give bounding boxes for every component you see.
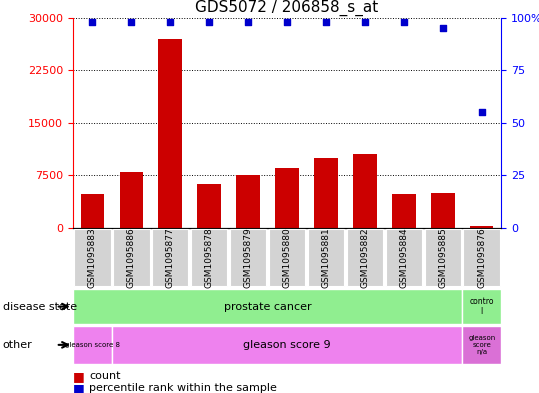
Text: GSM1095883: GSM1095883 [88, 227, 96, 288]
Point [439, 25, 447, 31]
Bar [152, 229, 189, 286]
Bar [197, 184, 221, 228]
Bar [308, 229, 344, 286]
Text: prostate cancer: prostate cancer [224, 301, 312, 312]
Text: GSM1095881: GSM1095881 [321, 227, 330, 288]
Text: GSM1095877: GSM1095877 [165, 227, 175, 288]
Point [88, 19, 96, 25]
Bar [314, 158, 337, 228]
Point [322, 19, 330, 25]
Text: GSM1095879: GSM1095879 [244, 227, 253, 288]
Title: GDS5072 / 206858_s_at: GDS5072 / 206858_s_at [196, 0, 378, 17]
Text: GSM1095876: GSM1095876 [478, 227, 486, 288]
Text: gleason score 8: gleason score 8 [65, 342, 120, 348]
Point [283, 19, 292, 25]
Bar [269, 229, 305, 286]
Bar [113, 229, 149, 286]
Text: other: other [3, 340, 32, 350]
Text: GSM1095882: GSM1095882 [361, 227, 369, 288]
Bar [353, 154, 377, 228]
Text: GSM1095885: GSM1095885 [438, 227, 447, 288]
Bar [158, 39, 182, 228]
Text: percentile rank within the sample: percentile rank within the sample [89, 383, 277, 393]
Text: GSM1095886: GSM1095886 [127, 227, 136, 288]
Text: GSM1095884: GSM1095884 [399, 227, 409, 288]
Text: count: count [89, 371, 120, 382]
Bar [191, 229, 227, 286]
Bar [74, 229, 110, 286]
Text: gleason
score
n/a: gleason score n/a [468, 335, 495, 355]
Text: contro
l: contro l [469, 297, 494, 316]
Point [478, 109, 486, 116]
Bar [462, 289, 501, 324]
Bar [385, 229, 422, 286]
Point [205, 19, 213, 25]
Text: ■: ■ [73, 370, 85, 383]
Bar [470, 226, 494, 228]
Point [361, 19, 369, 25]
Text: GSM1095878: GSM1095878 [205, 227, 213, 288]
Bar [73, 326, 112, 364]
Text: GSM1095880: GSM1095880 [282, 227, 292, 288]
Bar [237, 175, 260, 228]
Point [244, 19, 252, 25]
Point [399, 19, 408, 25]
Bar [230, 229, 266, 286]
Text: ■: ■ [73, 382, 85, 393]
Text: disease state: disease state [3, 301, 77, 312]
Point [127, 19, 135, 25]
Bar [464, 229, 500, 286]
Bar [431, 193, 454, 228]
Bar [120, 172, 143, 228]
Bar [275, 168, 299, 228]
Bar [425, 229, 461, 286]
Text: gleason score 9: gleason score 9 [243, 340, 331, 350]
Bar [112, 326, 462, 364]
Bar [392, 194, 416, 228]
Point [166, 19, 175, 25]
Bar [347, 229, 383, 286]
Bar [80, 194, 104, 228]
Bar [462, 326, 501, 364]
